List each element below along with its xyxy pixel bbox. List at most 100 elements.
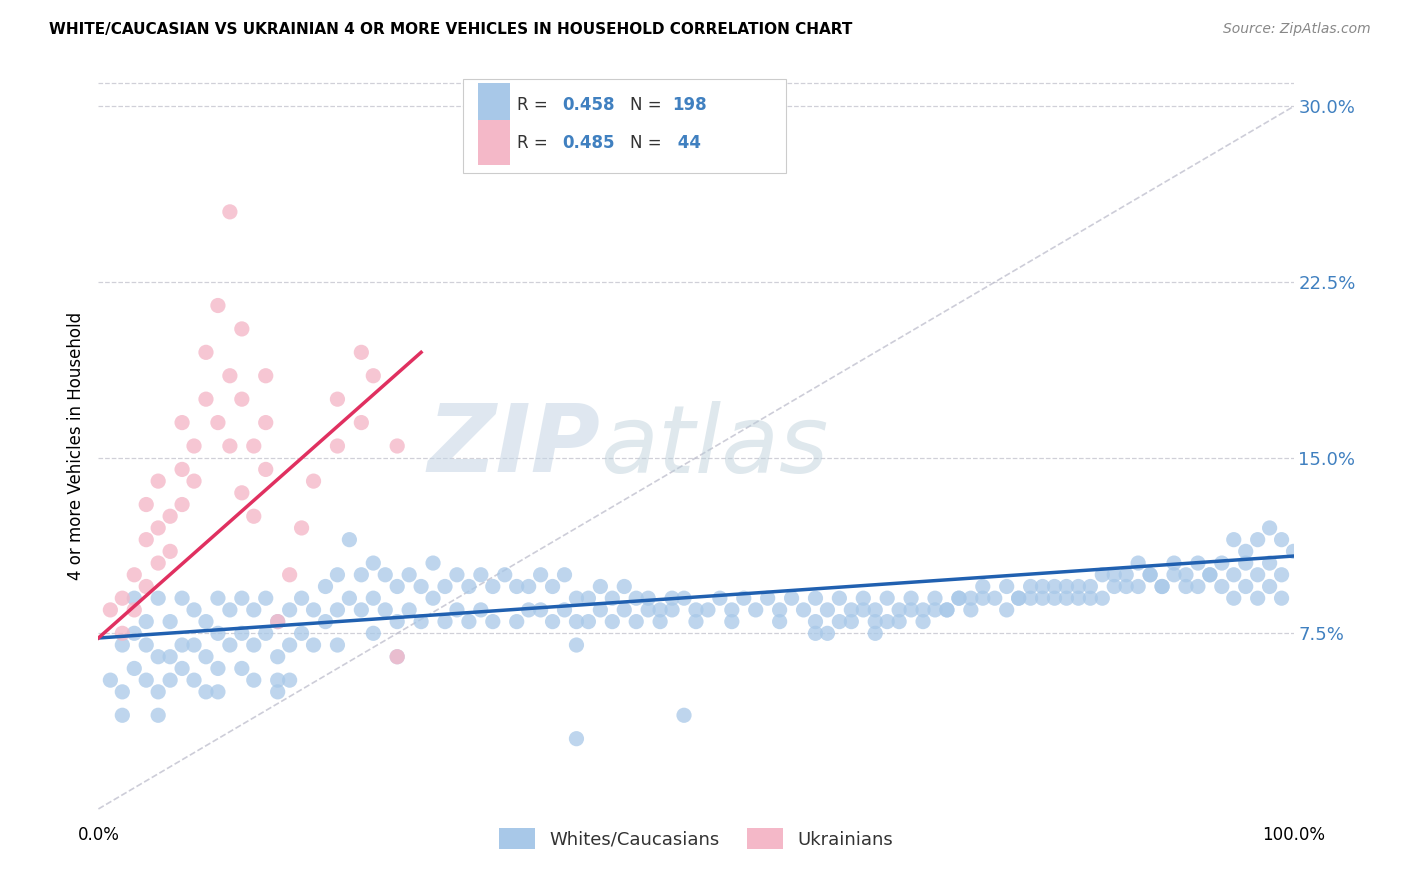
Point bbox=[1258, 580, 1281, 594]
Point bbox=[626, 591, 648, 606]
Point bbox=[900, 591, 922, 606]
Point bbox=[267, 649, 290, 664]
Point bbox=[172, 661, 194, 675]
Text: ZIP: ZIP bbox=[427, 400, 600, 492]
Point bbox=[936, 603, 959, 617]
Point bbox=[506, 580, 529, 594]
Point bbox=[1104, 580, 1126, 594]
Point bbox=[207, 661, 229, 675]
Point bbox=[374, 603, 396, 617]
Point bbox=[841, 615, 863, 629]
Point bbox=[231, 626, 253, 640]
Point bbox=[326, 603, 349, 617]
Point bbox=[1234, 580, 1257, 594]
Point bbox=[1282, 544, 1305, 558]
Point bbox=[219, 638, 242, 652]
Point bbox=[98, 603, 122, 617]
Point bbox=[243, 509, 266, 524]
Point bbox=[613, 603, 636, 617]
Point bbox=[972, 591, 994, 606]
Point bbox=[685, 603, 707, 617]
Point bbox=[124, 567, 146, 582]
Point bbox=[865, 603, 887, 617]
Point bbox=[195, 685, 218, 699]
Point bbox=[1247, 567, 1270, 582]
Point bbox=[148, 556, 170, 570]
Point bbox=[411, 580, 433, 594]
Point bbox=[780, 591, 803, 606]
Point bbox=[565, 731, 588, 746]
Point bbox=[267, 673, 290, 688]
Point bbox=[768, 615, 790, 629]
Point bbox=[159, 649, 181, 664]
Point bbox=[673, 591, 696, 606]
Point bbox=[1223, 533, 1246, 547]
Point bbox=[446, 603, 468, 617]
Point bbox=[1067, 580, 1090, 594]
Point bbox=[219, 205, 242, 219]
Point bbox=[124, 603, 146, 617]
Point bbox=[124, 661, 146, 675]
Text: WHITE/CAUCASIAN VS UKRAINIAN 4 OR MORE VEHICLES IN HOUSEHOLD CORRELATION CHART: WHITE/CAUCASIAN VS UKRAINIAN 4 OR MORE V… bbox=[49, 22, 852, 37]
Point bbox=[960, 603, 983, 617]
Text: R =: R = bbox=[517, 134, 553, 152]
Text: R =: R = bbox=[517, 96, 553, 114]
Point bbox=[385, 649, 409, 664]
Point bbox=[398, 603, 420, 617]
Y-axis label: 4 or more Vehicles in Household: 4 or more Vehicles in Household bbox=[66, 312, 84, 580]
Point bbox=[506, 615, 529, 629]
Point bbox=[254, 626, 277, 640]
Point bbox=[828, 591, 851, 606]
Point bbox=[565, 615, 588, 629]
Point bbox=[578, 591, 600, 606]
Point bbox=[315, 580, 337, 594]
Point bbox=[554, 567, 576, 582]
Point bbox=[219, 603, 242, 617]
Point bbox=[231, 591, 253, 606]
Point bbox=[517, 580, 540, 594]
Point bbox=[172, 498, 194, 512]
Point bbox=[733, 591, 755, 606]
Point bbox=[1091, 567, 1114, 582]
Text: 0.485: 0.485 bbox=[562, 134, 614, 152]
Point bbox=[278, 638, 301, 652]
Point bbox=[446, 567, 468, 582]
Point bbox=[554, 603, 576, 617]
Point bbox=[231, 661, 253, 675]
Text: 44: 44 bbox=[672, 134, 702, 152]
Point bbox=[530, 567, 553, 582]
Text: 0.458: 0.458 bbox=[562, 96, 614, 114]
Point bbox=[326, 439, 349, 453]
Point bbox=[1139, 567, 1161, 582]
Point bbox=[470, 603, 492, 617]
Point bbox=[148, 521, 170, 535]
Point bbox=[291, 521, 314, 535]
Point bbox=[363, 556, 385, 570]
Point bbox=[183, 673, 205, 688]
Point bbox=[1247, 591, 1270, 606]
Point bbox=[721, 603, 744, 617]
Point bbox=[1187, 556, 1209, 570]
Point bbox=[231, 322, 253, 336]
Point bbox=[900, 603, 922, 617]
Point bbox=[1056, 580, 1078, 594]
Point bbox=[350, 567, 373, 582]
Point bbox=[876, 591, 898, 606]
Point bbox=[1128, 580, 1150, 594]
Point bbox=[148, 649, 170, 664]
Point bbox=[207, 416, 229, 430]
Point bbox=[183, 603, 205, 617]
Point bbox=[195, 615, 218, 629]
Point bbox=[876, 615, 898, 629]
Point bbox=[135, 638, 157, 652]
Point bbox=[960, 591, 983, 606]
Point bbox=[363, 626, 385, 640]
Point bbox=[1080, 591, 1102, 606]
Point bbox=[458, 580, 481, 594]
Point bbox=[207, 685, 229, 699]
Point bbox=[148, 591, 170, 606]
Point bbox=[517, 603, 540, 617]
Point bbox=[709, 591, 731, 606]
Point bbox=[267, 685, 290, 699]
Point bbox=[589, 603, 612, 617]
